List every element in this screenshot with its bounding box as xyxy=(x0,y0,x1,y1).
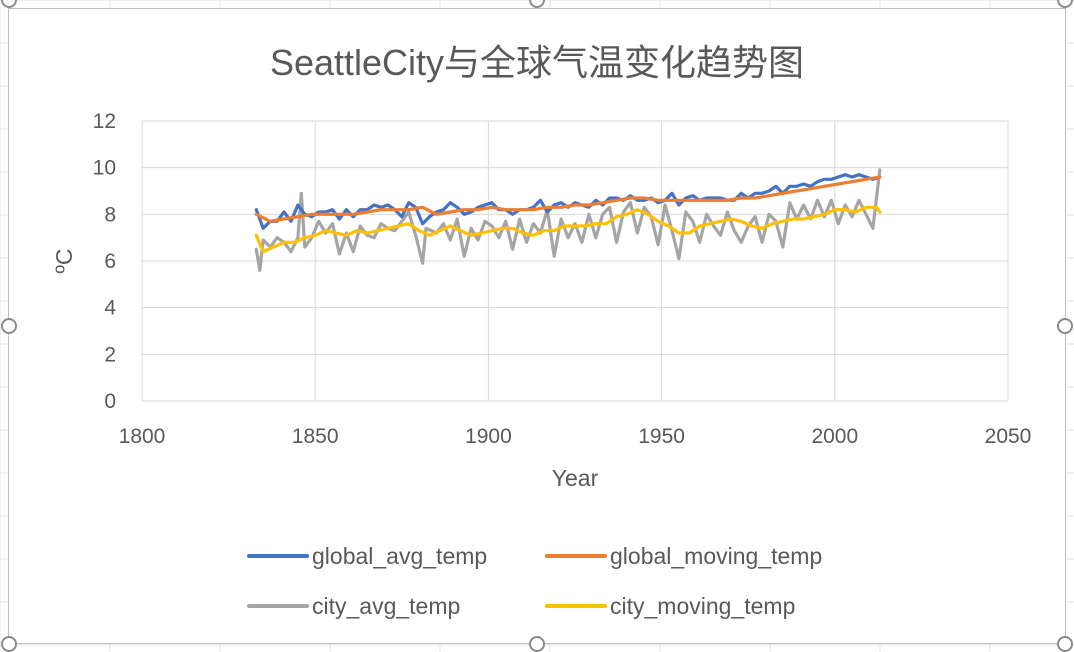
legend-label: city_avg_temp xyxy=(312,593,460,619)
resize-handle-bottom-left[interactable] xyxy=(1,636,17,652)
x-tick-label: 1800 xyxy=(119,425,166,448)
resize-handle-middle-left[interactable] xyxy=(1,318,17,334)
series-line-global-moving-temp xyxy=(254,175,882,223)
legend: global_avg_temp global_moving_temp city_av… xyxy=(247,543,822,619)
resize-handle-bottom-center[interactable] xyxy=(529,636,545,652)
x-tick-label: 1950 xyxy=(638,425,685,448)
y-tick-label: 2 xyxy=(104,343,116,366)
y-tick-label: 12 xyxy=(93,110,116,133)
x-tick-label: 1850 xyxy=(292,425,339,448)
y-tick-label: 8 xyxy=(104,203,116,226)
gridlines xyxy=(141,120,1009,402)
legend-label: global_avg_temp xyxy=(312,543,487,569)
series-line-city-avg-temp xyxy=(254,168,882,272)
tick-labels: 0 2 4 6 8 10 12 1800 1850 1900 1950 2000 2050 xyxy=(93,110,1032,448)
resize-handle-middle-right[interactable] xyxy=(1057,318,1073,334)
y-tick-label: 0 xyxy=(104,390,116,413)
resize-handle-bottom-right[interactable] xyxy=(1057,636,1073,652)
y-tick-label: 10 xyxy=(93,157,116,180)
x-tick-label: 1900 xyxy=(465,425,512,448)
x-axis-title: Year xyxy=(552,465,599,491)
y-tick-label: 6 xyxy=(104,250,116,273)
x-tick-label: 2000 xyxy=(811,425,858,448)
y-tick-label: 4 xyxy=(104,297,116,320)
y-axis-title: ºC xyxy=(51,248,77,273)
chart-title: SeattleCity与全球气温变化趋势图 xyxy=(269,42,805,83)
chart-object[interactable] xyxy=(8,8,1066,644)
series-line-city-moving-temp xyxy=(254,205,882,254)
x-tick-label: 2050 xyxy=(985,425,1032,448)
legend-label: global_moving_temp xyxy=(610,543,822,569)
legend-label: city_moving_temp xyxy=(610,593,795,619)
series-lines xyxy=(254,168,882,272)
